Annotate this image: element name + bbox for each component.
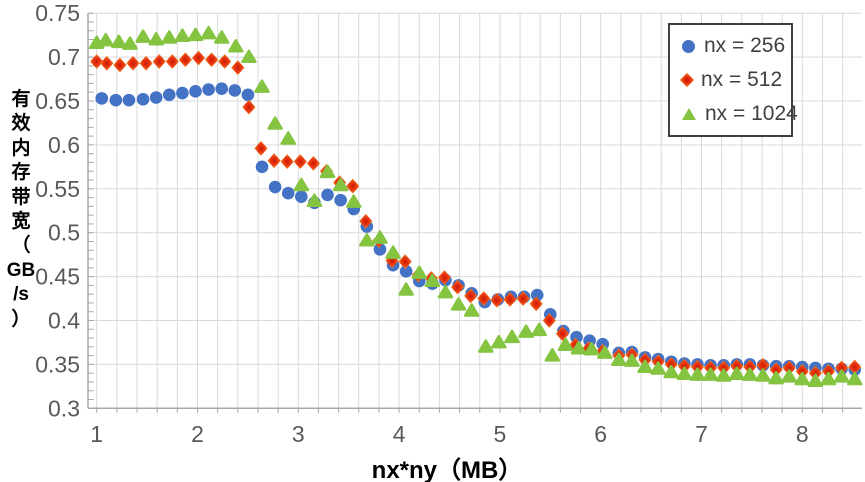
legend: nx = 256 nx = 512 nx = 1024 [668,23,798,137]
y-axis-title-line: 带 [11,186,31,208]
gridlines [88,12,862,409]
svg-text:3: 3 [292,421,305,447]
axes [87,12,862,413]
legend-item-nx-256: nx = 256 [682,34,791,58]
y-axis-title-line: /s [13,284,29,306]
y-axis-title-line: 内 [11,137,31,159]
y-axis-title-line: 存 [11,162,31,184]
svg-text:0.45: 0.45 [35,264,80,290]
legend-label: nx = 1024 [705,102,798,125]
svg-text:5: 5 [494,421,507,447]
y-axis-title: 有效内存带宽 （GB/s） [2,88,40,332]
series-nx1024 [88,25,863,388]
y-axis-title-line: 有 [11,88,31,110]
y-axis-title-line: ） [11,308,31,330]
svg-text:4: 4 [393,421,406,447]
svg-text:0.7: 0.7 [48,44,80,70]
svg-text:0.55: 0.55 [35,176,80,202]
legend-item-nx-1024: nx = 1024 [682,102,798,126]
legend-label: nx = 256 [704,34,786,57]
y-axis-title-line: GB [6,259,36,281]
legend-label: nx = 512 [701,68,783,91]
svg-text:6: 6 [594,421,607,447]
svg-text:0.5: 0.5 [48,220,80,246]
diamond-marker-icon [679,72,695,88]
x-axis-title: nx*ny（MB） [371,457,523,482]
legend-item-nx-512: nx = 512 [679,68,791,92]
axis-tick-labels: 0.3 0.35 0.4 0.45 0.5 0.55 0.6 0.65 0.7 0.75 1 2 3 4 5… [35,0,808,447]
svg-text:0.6: 0.6 [48,132,80,158]
svg-text:2: 2 [191,421,204,447]
triangle-marker-icon [682,108,696,120]
svg-text:1: 1 [90,421,103,447]
svg-text:0.65: 0.65 [35,88,80,114]
svg-text:0.4: 0.4 [48,308,80,334]
y-axis-title-line: （ [11,235,31,257]
svg-text:0.3: 0.3 [48,395,80,421]
svg-text:8: 8 [796,421,809,447]
y-axis-title-line: 效 [11,113,31,135]
svg-text:7: 7 [695,421,708,447]
svg-text:0.35: 0.35 [35,351,80,377]
svg-text:0.75: 0.75 [35,0,80,26]
circle-marker-icon [682,39,695,53]
y-axis-title-line: 宽 [11,211,31,232]
